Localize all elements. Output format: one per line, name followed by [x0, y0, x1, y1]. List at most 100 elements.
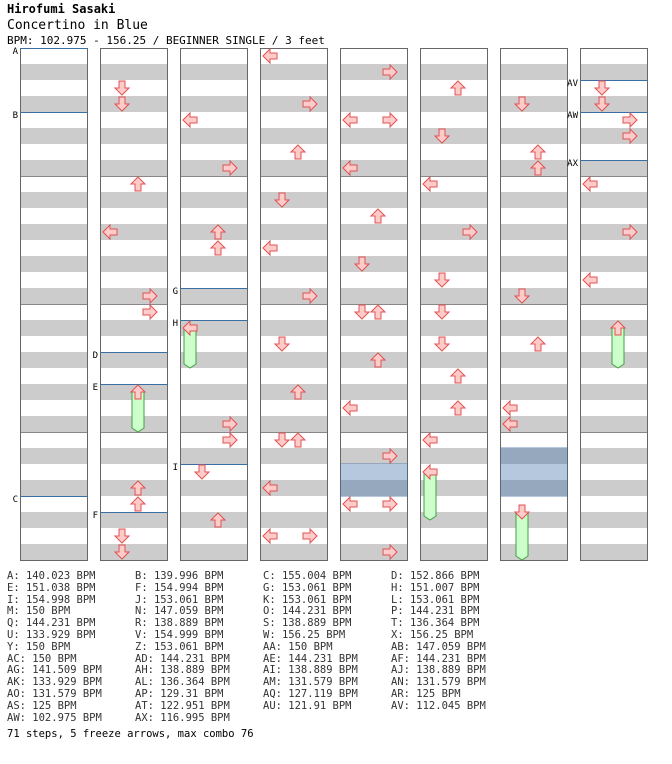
- step-arrow-left: [502, 399, 518, 417]
- step-arrow-down: [353, 256, 371, 272]
- bpm-entry: Q: 144.231 BPM: [7, 617, 96, 630]
- column-border: [500, 48, 568, 561]
- beat-stripe: [100, 160, 168, 176]
- step-arrow-right: [222, 415, 238, 433]
- beat-stripe: [180, 192, 248, 208]
- beat-stripe: [20, 192, 88, 208]
- bpm-entry: AH: 138.889 BPM: [135, 664, 230, 677]
- beat-stripe: [420, 256, 488, 272]
- beat-stripe: [260, 224, 328, 240]
- beat-stripe: [420, 224, 488, 240]
- beat-stripe: [180, 416, 248, 432]
- bpm-entry: AB: 147.059 BPM: [391, 640, 486, 653]
- step-arrow-up: [289, 144, 307, 160]
- beat-stripe: [20, 224, 88, 240]
- beat-stripe: [500, 192, 568, 208]
- beat-stripe: [580, 256, 648, 272]
- column-border: [180, 48, 248, 561]
- beat-stripe: [340, 192, 408, 208]
- beat-stripe: [420, 128, 488, 144]
- bpm-entry: B: 139.996 BPM: [135, 570, 224, 582]
- beat-stripe: [260, 320, 328, 336]
- beat-stripe: [340, 416, 408, 432]
- beat-stripe: [500, 320, 568, 336]
- bpm-entry: Y: 150 BPM: [7, 640, 71, 653]
- beat-stripe: [420, 352, 488, 368]
- beat-stripe: [420, 288, 488, 304]
- bpm-entry: AK: 133.929 BPM: [7, 676, 102, 689]
- column-border: [580, 48, 648, 561]
- step-arrow-left: [502, 415, 518, 433]
- beat-stripe: [580, 512, 648, 528]
- step-arrow-down: [433, 272, 451, 288]
- step-arrow-up: [529, 144, 547, 160]
- step-arrow-right: [622, 111, 638, 129]
- bpm-entry: W: 156.25 BPM: [263, 629, 346, 641]
- step-arrow-down: [273, 432, 291, 448]
- beat-stripe: [580, 384, 648, 400]
- step-arrow-up: [609, 320, 627, 336]
- bpm-marker-label: A: [13, 47, 19, 57]
- step-arrow-left: [342, 159, 358, 177]
- bpm-entry: I: 154.998 BPM: [7, 593, 96, 606]
- bpm-entry: AG: 141.509 BPM: [7, 664, 102, 677]
- beat-stripe: [420, 416, 488, 432]
- beat-stripe: [100, 288, 168, 304]
- beat-stripe: [420, 544, 488, 560]
- step-arrow-up: [449, 80, 467, 96]
- bpm-marker-label: AX: [567, 159, 578, 169]
- beat-stripe: [20, 448, 88, 464]
- beat-stripe: [100, 128, 168, 144]
- bpm-entry: N: 147.059 BPM: [135, 605, 224, 618]
- step-arrow-up: [529, 160, 547, 176]
- beat-stripe: [100, 224, 168, 240]
- step-arrow-down: [113, 528, 131, 544]
- step-arrow-down: [433, 128, 451, 144]
- beat-stripe: [340, 448, 408, 464]
- chart-column: [180, 48, 248, 561]
- beat-stripe: [100, 448, 168, 464]
- bpm-entry: AE: 144.231 BPM: [263, 652, 358, 665]
- step-arrow-right: [462, 223, 478, 241]
- bpm-entry: P: 144.231 BPM: [391, 605, 480, 618]
- beat-stripe: [580, 224, 648, 240]
- beat-stripe: [500, 544, 568, 560]
- column-border: [260, 48, 328, 561]
- beat-stripe: [180, 352, 248, 368]
- column-border: [340, 48, 408, 561]
- bpm-entry: C: 155.004 BPM: [263, 570, 352, 582]
- step-arrow-right: [382, 447, 398, 465]
- beat-stripe: [500, 224, 568, 240]
- bpm-marker-label: B: [13, 111, 18, 121]
- beat-stripe: [20, 64, 88, 80]
- step-arrow-right: [302, 95, 318, 113]
- step-arrow-down: [273, 192, 291, 208]
- bpm-entry: T: 136.364 BPM: [391, 617, 480, 630]
- step-arrow-right: [142, 303, 158, 321]
- bpm-marker-label: C: [13, 495, 18, 505]
- step-arrow-up: [209, 512, 227, 528]
- step-arrow-left: [422, 431, 438, 449]
- step-arrow-down: [273, 336, 291, 352]
- beat-stripe: [100, 320, 168, 336]
- bpm-entry: AF: 144.231 BPM: [391, 652, 486, 665]
- beat-stripe: [100, 544, 168, 560]
- step-arrow-up: [209, 224, 227, 240]
- bpm-entry: K: 153.061 BPM: [263, 593, 352, 606]
- bpm-marker-label: AW: [567, 111, 578, 121]
- bpm-marker-label: I: [173, 463, 178, 473]
- beat-stripe: [20, 384, 88, 400]
- step-arrow-up: [209, 240, 227, 256]
- bpm-entry: AD: 144.231 BPM: [135, 652, 230, 665]
- beat-stripe: [180, 544, 248, 560]
- beat-stripe: [500, 288, 568, 304]
- beat-stripe: [580, 64, 648, 80]
- step-arrow-right: [382, 63, 398, 81]
- beat-stripe: [260, 64, 328, 80]
- step-arrow-left: [182, 319, 198, 337]
- bpm-marker-label: F: [93, 511, 98, 521]
- bpm-marker-label: H: [173, 319, 178, 329]
- bpm-entry: AO: 131.579 BPM: [7, 688, 102, 700]
- beat-stripe: [420, 192, 488, 208]
